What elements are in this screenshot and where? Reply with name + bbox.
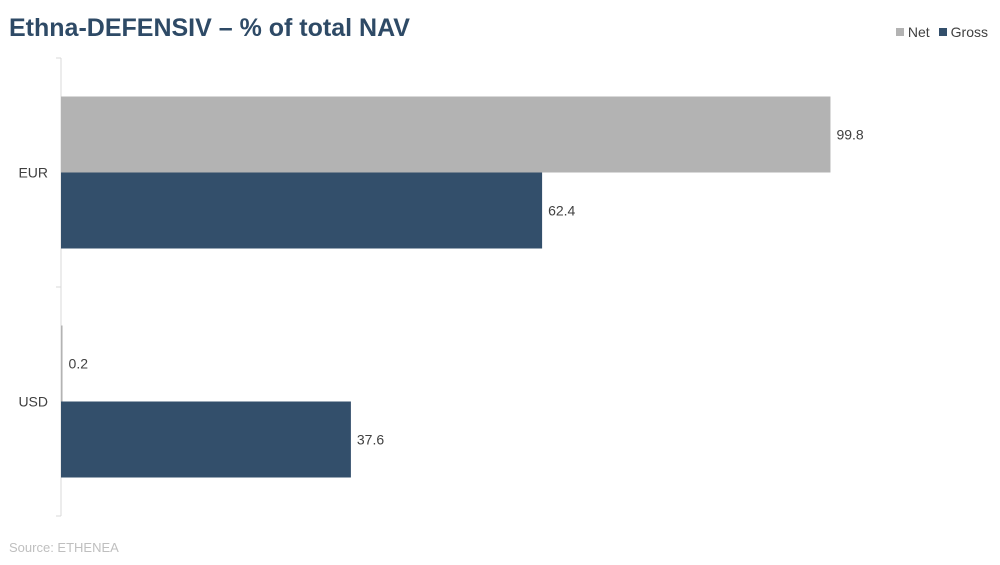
category-label-eur: EUR	[18, 165, 48, 181]
chart-title: Ethna-DEFENSIV – % of total NAV	[9, 14, 410, 42]
data-label-gross-eur: 62.4	[548, 203, 575, 219]
source-note: Source: ETHENEA	[9, 540, 119, 555]
legend-swatch-gross	[938, 28, 947, 36]
legend-label-gross: Gross	[950, 24, 988, 40]
legend: Net Gross	[895, 24, 988, 40]
data-label-net-eur: 99.8	[836, 127, 863, 143]
bar-net-usd	[61, 325, 63, 402]
legend-swatch-net	[895, 28, 904, 36]
bar-net-eur	[61, 96, 831, 173]
legend-item-gross: Gross	[938, 24, 988, 40]
data-label-gross-usd: 37.6	[357, 432, 384, 448]
legend-label-net: Net	[907, 24, 930, 40]
data-label-net-usd: 0.2	[69, 356, 89, 372]
bar-gross-usd	[61, 401, 351, 478]
category-label-usd: USD	[18, 394, 48, 410]
bar-gross-eur	[61, 172, 543, 249]
legend-item-net: Net	[895, 24, 930, 40]
